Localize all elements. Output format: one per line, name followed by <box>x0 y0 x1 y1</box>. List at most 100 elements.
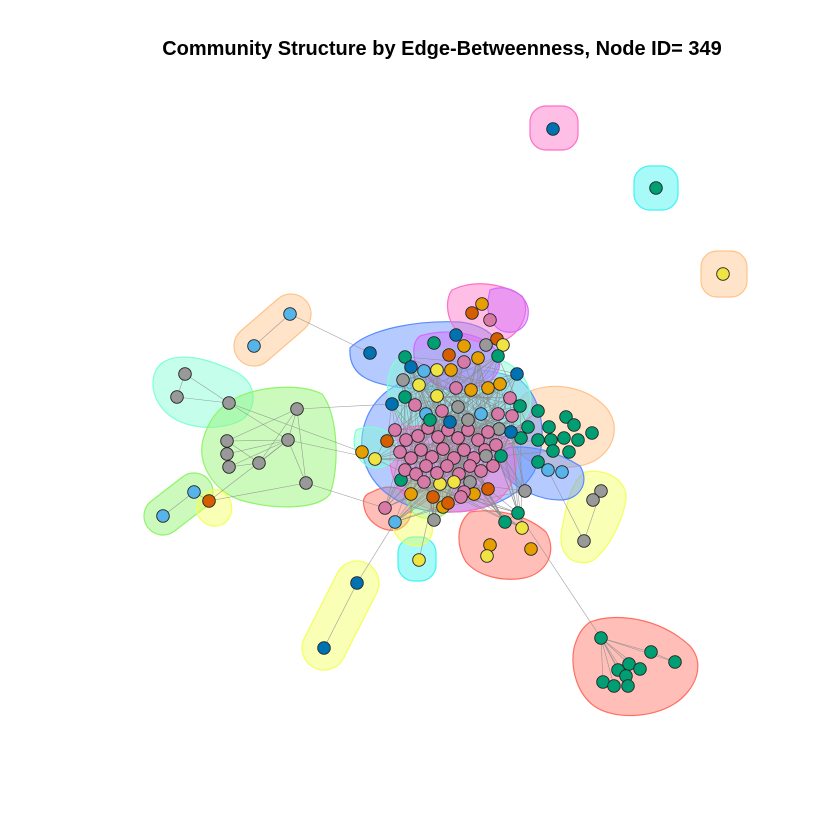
graph-node <box>594 484 608 498</box>
graph-node <box>414 443 428 457</box>
graph-node <box>399 433 413 447</box>
graph-node <box>454 490 468 504</box>
graph-node <box>156 509 170 523</box>
graph-node <box>498 515 512 529</box>
graph-edge <box>547 469 585 542</box>
graph-node <box>562 445 576 459</box>
graph-edge <box>287 439 307 484</box>
graph-edge <box>457 357 479 439</box>
graph-node <box>423 413 437 427</box>
graph-node <box>521 420 535 434</box>
graph-node <box>544 433 558 447</box>
graph-node <box>427 513 441 527</box>
graph-edge <box>323 582 358 649</box>
graph-edge <box>253 313 291 347</box>
graph-node <box>510 367 524 381</box>
graph-node <box>479 449 493 463</box>
graph-edge <box>404 396 511 399</box>
graph-node <box>443 415 457 429</box>
graph-node <box>483 313 497 327</box>
graph-node <box>290 402 304 416</box>
graph-edge <box>208 439 289 502</box>
graph-node <box>404 487 418 501</box>
graph-node <box>430 363 444 377</box>
graph-nodes <box>156 122 730 693</box>
graph-node <box>378 501 392 515</box>
graph-node <box>493 377 507 391</box>
graph-node <box>457 443 471 457</box>
graph-edge <box>289 313 371 354</box>
graph-edge <box>517 512 602 639</box>
graph-node <box>481 482 495 496</box>
graph-node <box>202 494 216 508</box>
graph-edge <box>447 437 459 504</box>
graph-node <box>496 338 510 352</box>
graph-node <box>504 425 518 439</box>
graph-node <box>283 307 297 321</box>
community-hull <box>391 513 433 547</box>
graph-node <box>464 383 478 397</box>
graph-node <box>419 459 433 473</box>
graph-node <box>463 475 477 489</box>
graph-node <box>220 434 234 448</box>
graph-node <box>489 438 503 452</box>
graph-node <box>474 464 488 478</box>
graph-edge <box>296 403 393 410</box>
graph-edge <box>600 637 604 683</box>
graph-node <box>299 476 313 490</box>
graph-node <box>491 349 505 363</box>
graph-node <box>586 493 600 507</box>
graph-node <box>542 420 556 434</box>
graph-node <box>427 336 441 350</box>
graph-node <box>480 549 494 563</box>
graph-node <box>252 456 266 470</box>
graph-node <box>393 445 407 459</box>
graph-edge <box>453 457 489 490</box>
graph-node <box>247 339 261 353</box>
graph-edge <box>226 439 289 455</box>
graph-node <box>388 515 402 529</box>
graph-node <box>494 449 508 463</box>
graph-node <box>355 445 369 459</box>
graph-edge <box>228 439 289 468</box>
graph-node <box>644 645 658 659</box>
graph-node <box>457 355 471 369</box>
community-hull <box>233 293 312 367</box>
graph-node <box>404 451 418 465</box>
graph-node <box>436 442 450 456</box>
graph-node <box>479 338 493 352</box>
community-hull <box>201 386 337 508</box>
graph-edge <box>600 637 676 663</box>
graph-node <box>412 553 426 567</box>
graph-edge <box>600 637 652 653</box>
graph-edge <box>500 450 554 457</box>
graph-node <box>513 399 527 413</box>
graph-node <box>449 381 463 395</box>
graph-node <box>511 506 525 520</box>
graph-node <box>461 413 475 427</box>
graph-edge <box>470 389 513 417</box>
graph-node <box>417 475 431 489</box>
graph-edge <box>356 521 396 584</box>
graph-node <box>471 351 485 365</box>
graph-node <box>317 641 331 655</box>
graph-edge <box>394 429 427 467</box>
graph-edge <box>477 357 482 415</box>
graph-node <box>546 444 560 458</box>
graph-node <box>442 348 456 362</box>
graph-edge <box>469 444 497 483</box>
graph-node <box>441 496 455 510</box>
graph-node <box>463 459 477 473</box>
graph-node <box>577 534 591 548</box>
graph-node <box>633 662 647 676</box>
graph-node <box>440 459 454 473</box>
graph-edge <box>414 369 438 406</box>
graph-node <box>594 631 608 645</box>
graph-node <box>555 465 569 479</box>
graph-node <box>503 391 517 405</box>
graph-node <box>524 542 538 556</box>
graph-node <box>471 433 485 447</box>
graph-edge <box>394 355 499 431</box>
graph-edge <box>442 490 526 508</box>
graph-node <box>491 407 505 421</box>
